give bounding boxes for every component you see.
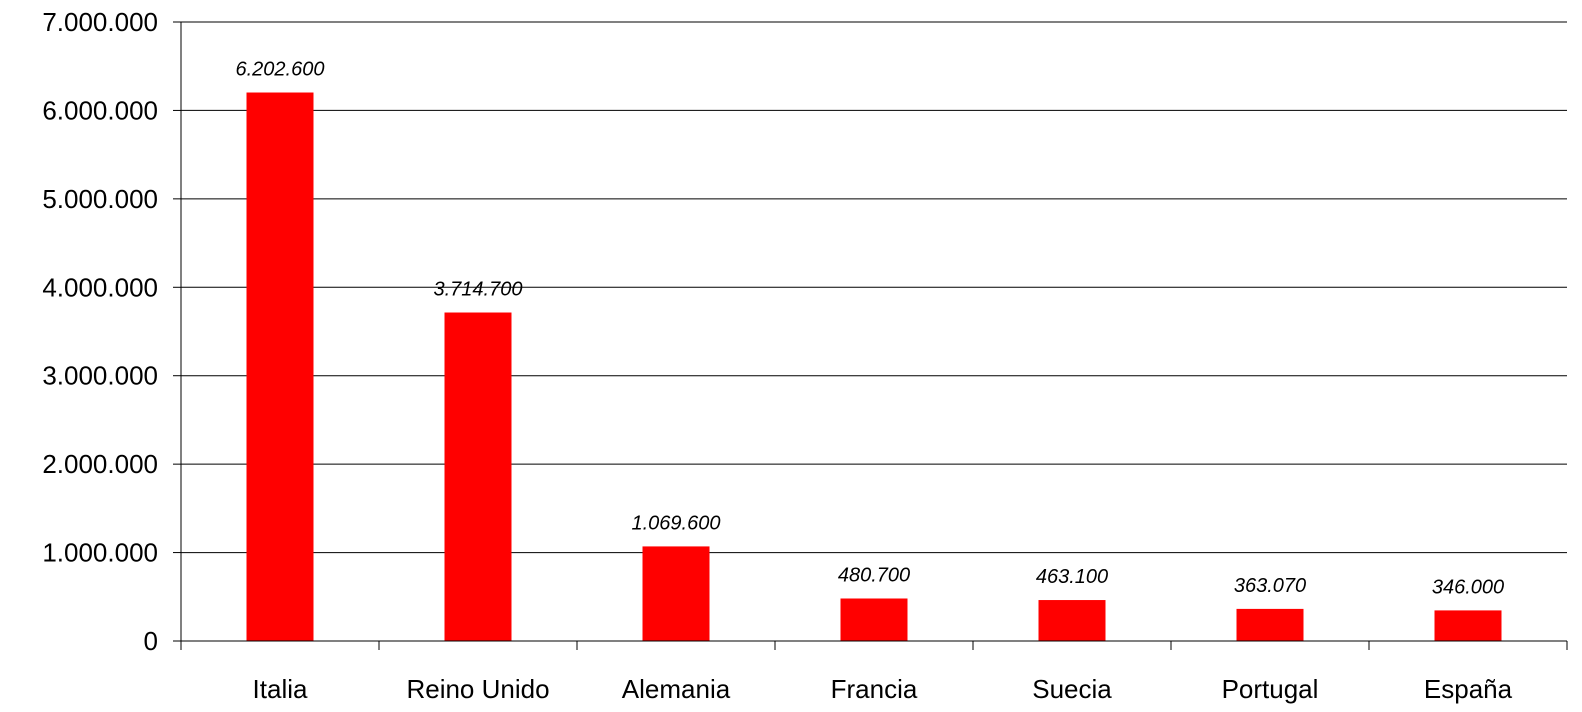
y-tick-label: 0 bbox=[144, 626, 158, 656]
y-tick-label: 7.000.000 bbox=[42, 7, 158, 37]
x-tick-label: España bbox=[1424, 674, 1513, 704]
x-tick-label: Reino Unido bbox=[406, 674, 549, 704]
x-tick-label: Italia bbox=[253, 674, 308, 704]
x-tick-label: Francia bbox=[831, 674, 918, 704]
y-tick-label: 4.000.000 bbox=[42, 272, 158, 302]
bar bbox=[642, 546, 710, 641]
y-tick-label: 5.000.000 bbox=[42, 184, 158, 214]
bar bbox=[1236, 608, 1304, 641]
data-labels: 6.202.600 3.714.700 1.069.600 480.700 463.10… bbox=[236, 59, 1505, 599]
bar bbox=[246, 92, 314, 641]
x-tick-label: Portugal bbox=[1222, 674, 1319, 704]
x-tick-label: Suecia bbox=[1032, 674, 1112, 704]
y-axis-ticks: 0 1.000.000 2.000.000 3.000.000 4.000.000 5.0… bbox=[42, 7, 181, 656]
data-label: 1.069.600 bbox=[632, 512, 721, 534]
data-label: 463.100 bbox=[1036, 566, 1108, 588]
x-tick-label: Alemania bbox=[622, 674, 731, 704]
data-label: 6.202.600 bbox=[236, 59, 325, 81]
data-label: 363.070 bbox=[1234, 575, 1306, 597]
y-tick-label: 3.000.000 bbox=[42, 361, 158, 391]
gridlines bbox=[181, 21, 1567, 554]
bar bbox=[1038, 600, 1106, 641]
x-axis-ticks: Italia Reino Unido Alemania Francia Suecia Po… bbox=[180, 641, 1568, 704]
bar bbox=[1434, 610, 1502, 641]
axes bbox=[180, 22, 1567, 642]
y-tick-label: 6.000.000 bbox=[42, 95, 158, 125]
bar bbox=[840, 598, 908, 641]
data-label: 3.714.700 bbox=[434, 279, 523, 301]
y-tick-label: 2.000.000 bbox=[42, 449, 158, 479]
data-label: 346.000 bbox=[1432, 576, 1504, 598]
y-tick-label: 1.000.000 bbox=[42, 538, 158, 568]
bars bbox=[246, 92, 1502, 641]
bar bbox=[444, 312, 512, 641]
data-label: 480.700 bbox=[838, 564, 910, 586]
